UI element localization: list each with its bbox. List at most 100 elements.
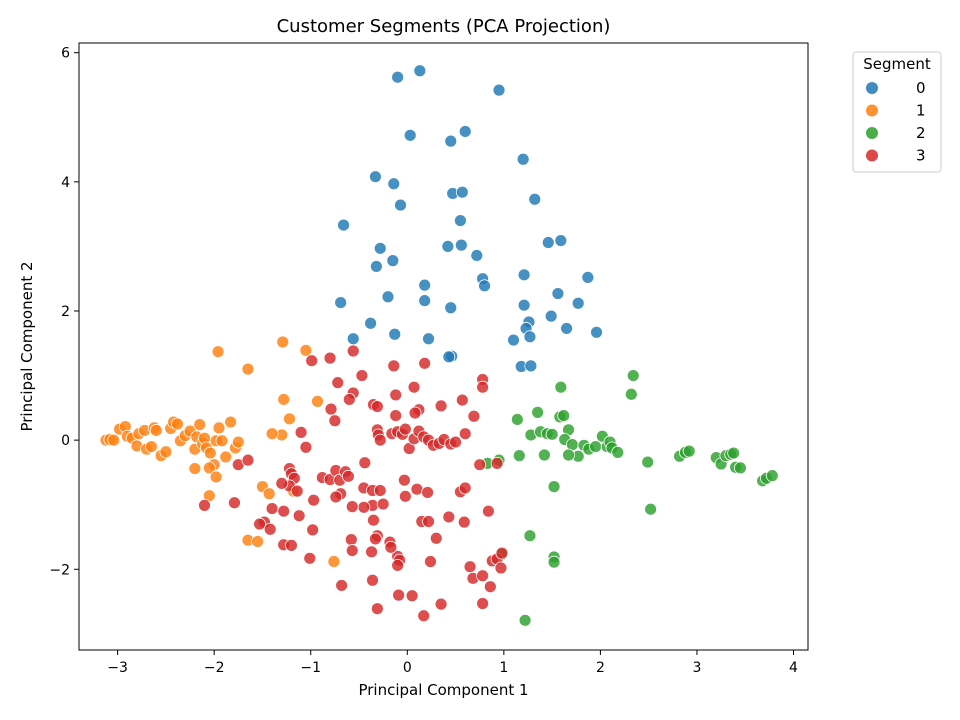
y-tick-label: −2	[49, 562, 70, 578]
data-point	[215, 434, 229, 448]
data-point	[417, 609, 431, 623]
legend-box	[852, 51, 942, 173]
data-point	[590, 325, 603, 339]
data-point	[391, 559, 405, 572]
data-point	[444, 134, 458, 148]
data-point	[357, 500, 371, 514]
data-point	[241, 362, 255, 376]
data-point	[547, 480, 561, 494]
y-axis-title: Principal Component 2	[18, 261, 36, 431]
data-point	[562, 448, 575, 462]
data-point	[355, 369, 369, 382]
data-point	[263, 522, 277, 536]
data-point	[277, 504, 291, 518]
data-point	[299, 440, 313, 454]
data-point	[581, 271, 595, 284]
x-tick-label: −1	[300, 660, 321, 676]
data-point	[149, 424, 163, 437]
data-point	[391, 70, 405, 84]
data-point	[492, 83, 506, 97]
data-point	[209, 470, 223, 484]
data-point	[228, 496, 241, 510]
data-point	[517, 298, 531, 312]
data-point	[384, 540, 398, 554]
data-point	[373, 484, 387, 497]
data-point	[644, 502, 658, 516]
data-point	[541, 236, 555, 249]
data-point	[458, 427, 472, 441]
data-point	[381, 290, 395, 304]
data-point	[369, 532, 382, 546]
data-point	[442, 350, 456, 364]
data-point	[478, 279, 491, 293]
x-tick-label: 0	[403, 660, 412, 676]
data-point	[305, 354, 319, 368]
data-point	[292, 509, 306, 523]
data-point	[554, 234, 568, 247]
data-point	[341, 469, 355, 483]
data-point	[418, 356, 432, 370]
data-point	[290, 484, 304, 498]
data-point	[345, 500, 359, 514]
data-point	[454, 238, 468, 252]
data-point	[202, 461, 216, 475]
legend-marker	[866, 82, 878, 94]
x-axis-title: Principal Component 1	[358, 681, 528, 699]
data-point	[364, 316, 378, 330]
data-point	[544, 309, 558, 323]
data-point	[373, 241, 387, 255]
legend: Segment 0 1 2 3	[852, 51, 942, 173]
data-point	[345, 544, 359, 557]
data-point	[370, 602, 384, 616]
data-point	[524, 359, 538, 373]
legend-marker	[866, 104, 878, 117]
data-point	[444, 301, 458, 315]
x-tick-label: −3	[107, 660, 128, 676]
data-point	[442, 510, 456, 524]
data-point	[624, 387, 638, 401]
data-point	[398, 489, 412, 503]
data-point	[373, 433, 387, 447]
data-point	[510, 413, 524, 426]
data-point	[507, 333, 520, 347]
legend-label: 0	[916, 79, 926, 97]
data-point	[275, 476, 289, 490]
legend-items: 0 1 2 3	[866, 79, 926, 165]
data-point	[367, 513, 380, 527]
scatter-points	[99, 64, 779, 627]
data-point	[334, 296, 348, 309]
data-point	[467, 409, 481, 423]
x-tick-label: 3	[692, 660, 701, 676]
legend-marker	[866, 149, 878, 162]
series-2	[481, 369, 779, 627]
data-point	[765, 469, 779, 483]
data-point	[397, 473, 411, 487]
data-point	[299, 343, 313, 357]
data-point	[453, 214, 467, 227]
data-point	[224, 415, 237, 429]
data-point	[449, 435, 462, 449]
data-point	[455, 393, 469, 407]
data-point	[682, 444, 696, 458]
data-point	[421, 486, 434, 499]
data-point	[523, 529, 537, 543]
data-point	[424, 555, 437, 568]
legend-label: 2	[916, 124, 926, 142]
data-point	[557, 409, 571, 422]
data-point	[551, 287, 565, 300]
data-point	[337, 218, 350, 232]
data-point	[394, 198, 407, 212]
data-point	[376, 497, 390, 511]
data-point	[512, 449, 526, 463]
data-point	[476, 380, 490, 394]
data-point	[470, 249, 484, 262]
data-point	[386, 254, 400, 268]
data-point	[455, 185, 469, 199]
data-point	[422, 515, 435, 528]
data-point	[734, 461, 747, 475]
data-point	[387, 359, 401, 373]
data-point	[407, 380, 421, 394]
data-point	[727, 446, 741, 460]
x-tick-label: 4	[789, 660, 798, 676]
